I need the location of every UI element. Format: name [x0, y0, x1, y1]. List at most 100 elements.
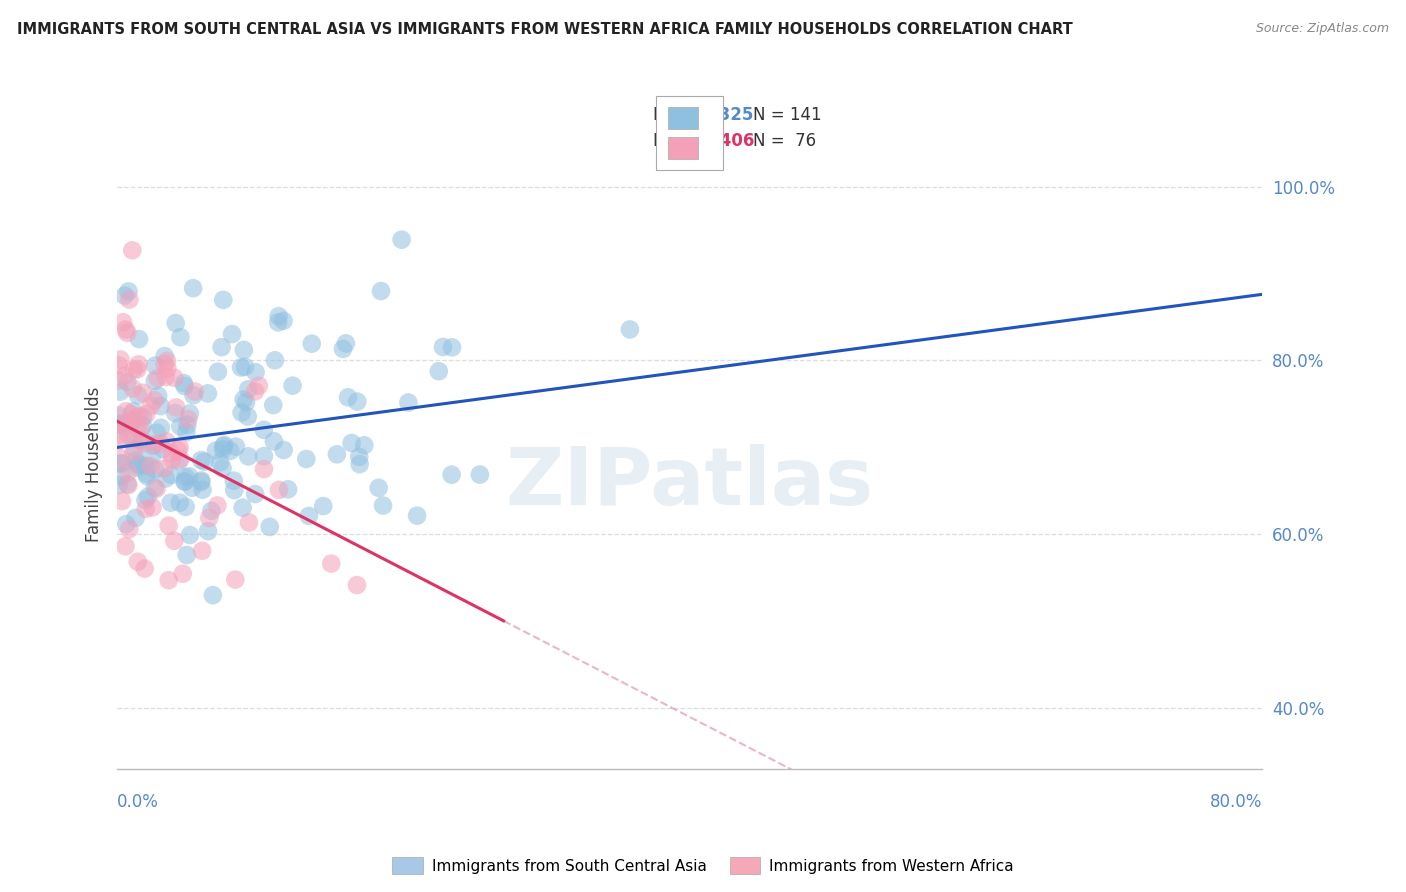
Point	[117, 326, 139, 340]
Point	[143, 437, 166, 451]
Point	[134, 561, 156, 575]
Point	[238, 516, 260, 530]
Point	[111, 494, 134, 508]
Point	[125, 432, 148, 446]
Point	[122, 445, 145, 459]
Point	[347, 450, 370, 464]
Point	[153, 349, 176, 363]
Point	[163, 371, 186, 385]
Point	[211, 340, 233, 354]
Point	[179, 469, 201, 483]
Point	[124, 511, 146, 525]
Point	[146, 371, 169, 385]
Point	[121, 414, 143, 428]
Point	[440, 467, 463, 482]
Point	[128, 358, 150, 372]
Point	[127, 362, 149, 376]
Point	[108, 457, 131, 471]
Point	[353, 438, 375, 452]
Point	[112, 315, 135, 329]
Point	[160, 452, 183, 467]
Point	[117, 428, 139, 442]
Point	[197, 386, 219, 401]
Point	[143, 481, 166, 495]
Point	[232, 343, 254, 357]
Point	[224, 483, 246, 497]
Point	[136, 469, 159, 483]
Point	[207, 499, 229, 513]
Point	[247, 378, 270, 392]
Text: 0.0%: 0.0%	[117, 793, 159, 812]
Point	[153, 357, 176, 371]
Point	[128, 332, 150, 346]
Point	[176, 417, 198, 432]
Point	[346, 394, 368, 409]
Point	[193, 455, 215, 469]
Point	[262, 398, 284, 412]
Point	[212, 439, 235, 453]
Point	[212, 438, 235, 452]
Point	[155, 370, 177, 384]
Point	[127, 555, 149, 569]
Point	[128, 409, 150, 424]
Point	[245, 365, 267, 379]
Point	[143, 393, 166, 408]
Point	[337, 390, 360, 404]
Point	[231, 405, 253, 419]
Point	[118, 293, 141, 307]
Point	[190, 453, 212, 467]
Point	[131, 433, 153, 447]
Point	[134, 493, 156, 508]
Point	[243, 384, 266, 399]
Point	[176, 425, 198, 440]
Point	[107, 374, 129, 388]
Point	[169, 419, 191, 434]
Point	[127, 420, 149, 434]
Point	[167, 454, 190, 468]
Text: -0.406: -0.406	[696, 132, 755, 150]
Point	[179, 407, 201, 421]
Point	[406, 508, 429, 523]
Point	[321, 557, 343, 571]
Point	[143, 462, 166, 476]
Point	[145, 482, 167, 496]
Point	[107, 478, 129, 492]
Point	[167, 443, 190, 458]
Point	[169, 452, 191, 467]
Point	[190, 474, 212, 488]
Point	[440, 340, 463, 354]
Point	[122, 404, 145, 418]
Point	[156, 354, 179, 368]
Point	[163, 533, 186, 548]
Point	[238, 450, 260, 464]
Point	[157, 573, 180, 587]
Point	[108, 417, 131, 431]
Point	[236, 409, 259, 424]
Point	[141, 500, 163, 515]
Point	[174, 470, 197, 484]
Point	[160, 446, 183, 460]
Point	[229, 360, 252, 375]
Point	[115, 404, 138, 418]
Point	[232, 500, 254, 515]
Point	[224, 573, 246, 587]
Text: R =: R =	[654, 106, 683, 124]
Point	[212, 442, 235, 457]
Point	[135, 467, 157, 481]
Text: 80.0%: 80.0%	[1209, 793, 1263, 812]
Point	[122, 432, 145, 446]
Point	[263, 353, 285, 368]
Point	[222, 474, 245, 488]
Point	[155, 434, 177, 449]
Point	[141, 449, 163, 463]
Point	[396, 395, 419, 409]
Point	[177, 412, 200, 426]
Point	[165, 316, 187, 330]
Point	[159, 496, 181, 510]
Point	[173, 475, 195, 489]
Point	[117, 477, 139, 491]
Point	[157, 518, 180, 533]
Point	[108, 417, 131, 432]
Point	[155, 471, 177, 485]
Point	[139, 458, 162, 473]
